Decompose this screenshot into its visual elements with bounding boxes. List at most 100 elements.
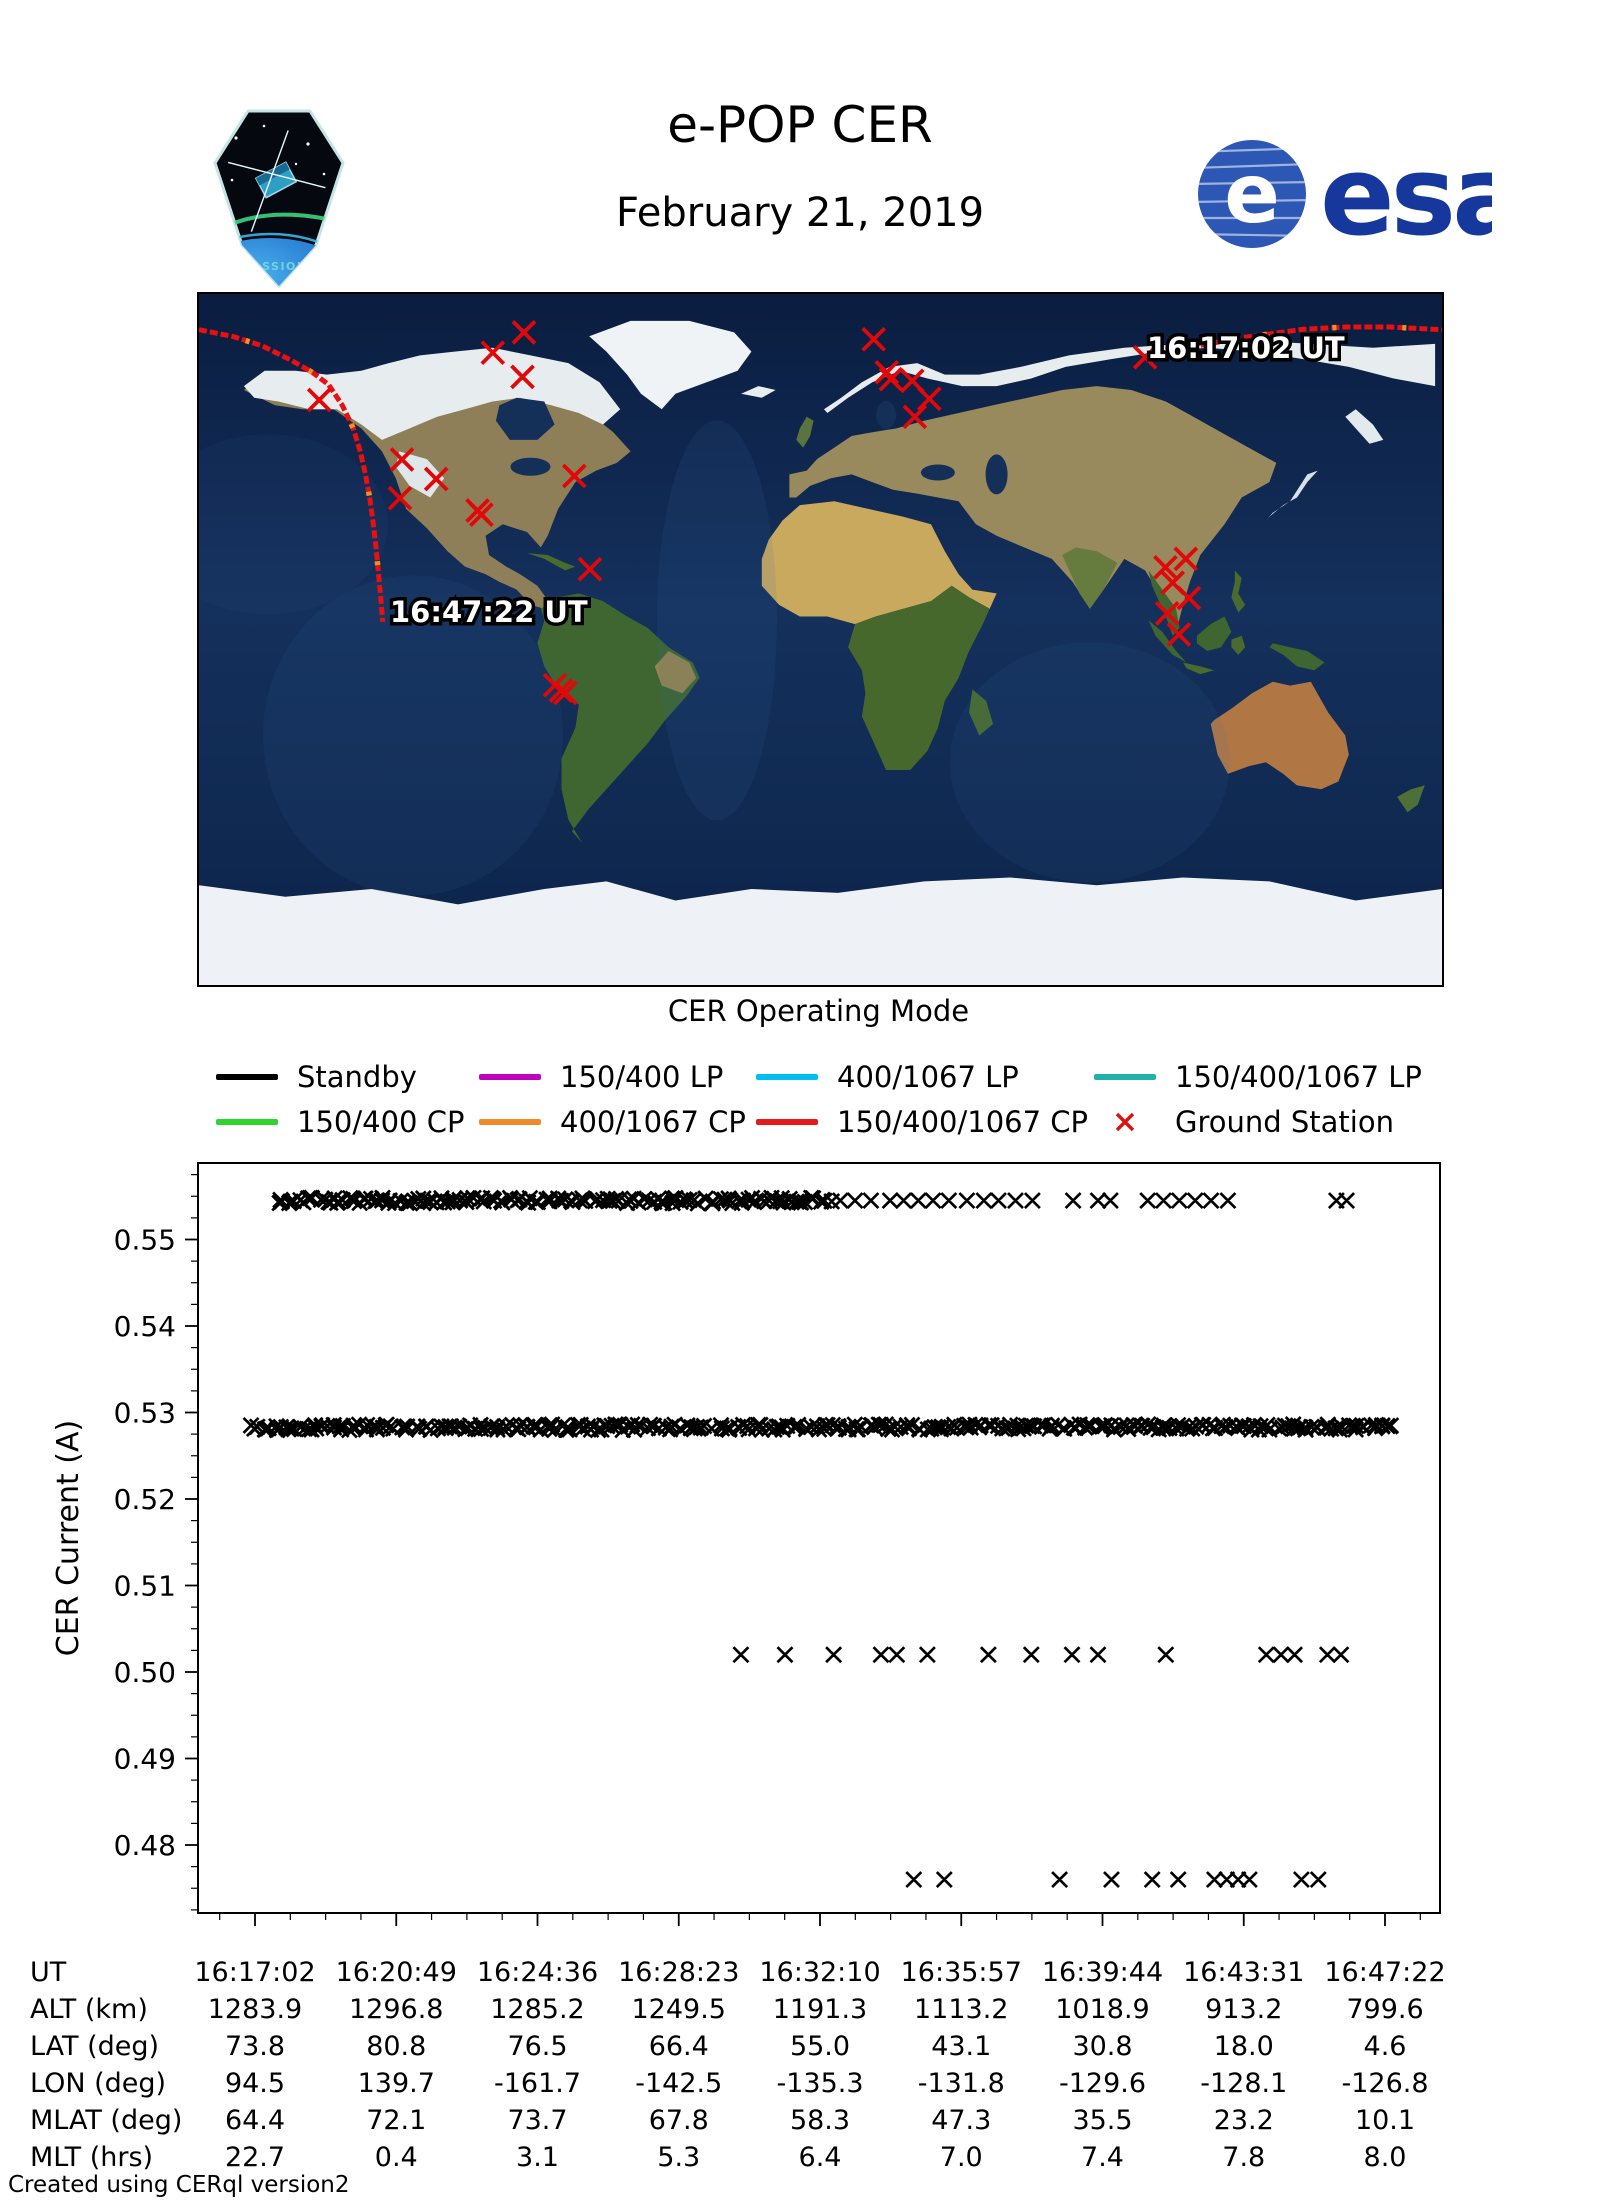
table-cell: 35.5: [1072, 2105, 1133, 2136]
table-cell: 3.1: [516, 2142, 559, 2173]
table-cell: -161.7: [493, 2068, 582, 2099]
table-cell: 8.0: [1363, 2142, 1407, 2173]
ground-station-x-icon: [1093, 1110, 1157, 1134]
table-row-label: ALT (km): [30, 1994, 148, 2025]
table-cell: 10.1: [1354, 2105, 1416, 2136]
esa-wordmark: esa: [1320, 132, 1492, 260]
table-cell: 7.4: [1081, 2142, 1124, 2173]
table-cell: 913.2: [1205, 1994, 1283, 2025]
current-band-0.5283: [242, 1416, 1400, 1439]
legend-swatch: [1093, 1065, 1157, 1089]
legend-title: CER Operating Mode: [667, 994, 970, 1028]
table-cell: 73.7: [507, 2105, 568, 2136]
table-cell: 76.5: [507, 2031, 568, 2062]
table-cell: 18.0: [1213, 2031, 1274, 2062]
table-cell: 1018.9: [1055, 1994, 1150, 2025]
legend-item-standby: Standby: [215, 1056, 417, 1098]
legend-item-150-400-cp: 150/400 CP: [215, 1101, 464, 1143]
y-axis-label: CER Current (A): [51, 1420, 86, 1656]
legend-swatch: [215, 1065, 279, 1089]
table-cell: -129.6: [1058, 2068, 1147, 2099]
table-cell: 7.0: [939, 2142, 983, 2173]
y-tick-label: 0.51: [114, 1570, 176, 1603]
table-cell: -126.8: [1341, 2068, 1429, 2099]
footer-credit: Created using CERql version2: [8, 2172, 350, 2198]
table-cell: 55.0: [789, 2031, 851, 2062]
legend-swatch: [755, 1110, 819, 1134]
table-cell: 67.8: [648, 2105, 709, 2136]
y-tick-label: 0.49: [114, 1743, 176, 1776]
table-cell: -128.1: [1200, 2068, 1288, 2099]
y-tick-label: 0.52: [114, 1483, 176, 1516]
legend-label: Ground Station: [1175, 1105, 1394, 1139]
table-cell: 72.1: [366, 2105, 427, 2136]
table-cell: 94.5: [224, 2068, 286, 2099]
legend-swatch: [478, 1110, 542, 1134]
page-title: e-POP CER: [667, 96, 933, 154]
legend-label: 150/400/1067 LP: [1175, 1060, 1422, 1094]
legend-label: Standby: [297, 1060, 417, 1094]
legend-item-400-1067-cp: 400/1067 CP: [478, 1101, 746, 1143]
y-tick-label: 0.54: [114, 1310, 176, 1343]
legend-swatch: [215, 1110, 279, 1134]
table-cell: 80.8: [366, 2031, 427, 2062]
legend-label: 400/1067 LP: [837, 1060, 1019, 1094]
table-cell: 799.6: [1346, 1994, 1424, 2025]
table-cell: 1191.3: [772, 1994, 868, 2025]
table-cell: -135.3: [776, 2068, 864, 2099]
table-cell: 1285.2: [490, 1994, 585, 2025]
legend-label: 150/400 LP: [560, 1060, 724, 1094]
page-subtitle: February 21, 2019: [615, 190, 985, 236]
table-row-label: MLT (hrs): [30, 2142, 154, 2173]
table-cell: 30.8: [1072, 2031, 1133, 2062]
table-cell: 1249.5: [631, 1994, 726, 2025]
y-tick-label: 0.55: [114, 1224, 176, 1257]
table-cell: 66.4: [648, 2031, 709, 2062]
table-cell: 1296.8: [349, 1994, 444, 2025]
ground-station-markers: [306, 320, 1202, 706]
table-cell: 7.8: [1222, 2142, 1266, 2173]
current-level-0.476: [905, 1871, 1327, 1889]
current-band-0.5545: [271, 1189, 1356, 1212]
table-row-label: LAT (deg): [30, 2031, 160, 2062]
table-cell: 23.2: [1213, 2105, 1274, 2136]
track-start-time-label: 16:17:02 UT: [1147, 331, 1345, 365]
table-row-label: MLAT (deg): [30, 2105, 183, 2136]
legend-label: 150/400/1067 CP: [837, 1105, 1089, 1139]
svg-text:e: e: [1224, 147, 1280, 242]
legend-swatch: [755, 1065, 819, 1089]
current-level-0.502: [732, 1646, 1350, 1664]
cassiope-mission-patch-icon: CASSIOPE: [212, 108, 346, 292]
table-cell: 58.3: [789, 2105, 851, 2136]
cassiope-patch-label: CASSIOPE: [243, 260, 316, 273]
satellite-ground-track: [199, 324, 1442, 623]
table-cell: 1283.9: [207, 1994, 303, 2025]
legend-item-ground-station: Ground Station: [1093, 1101, 1394, 1143]
table-cell: 139.7: [357, 2068, 435, 2099]
table-cell: 73.8: [224, 2031, 286, 2062]
plot-axes: 0.55 0.54 0.53 0.52 0.51 0.50 0.49 0.48: [114, 1162, 1441, 1926]
table-cell: 64.4: [224, 2105, 286, 2136]
y-tick-label: 0.53: [114, 1397, 176, 1430]
legend-item-150-400-1067-cp: 150/400/1067 CP: [755, 1101, 1088, 1143]
table-cell: 4.6: [1363, 2031, 1407, 2062]
legend-swatch: [478, 1065, 542, 1089]
plot-data-markers: [242, 1189, 1400, 1889]
continents: [199, 320, 1442, 985]
y-tick-label: 0.48: [114, 1829, 176, 1862]
legend-item-150-400-1067-lp: 150/400/1067 LP: [1093, 1056, 1422, 1098]
track-end-time-label: 16:47:22 UT: [390, 595, 588, 629]
table-cell: 6.4: [798, 2142, 842, 2173]
legend-label: 400/1067 CP: [560, 1105, 746, 1139]
legend-item-150-400-lp: 150/400 LP: [478, 1056, 723, 1098]
table-cell: -131.8: [917, 2068, 1005, 2099]
table-cell: 22.7: [224, 2142, 286, 2173]
table-cell: 43.1: [931, 2031, 992, 2062]
world-map-panel: 16:17:02 UT 16:47:22 UT: [197, 292, 1444, 987]
table-row-label: LON (deg): [30, 2068, 167, 2099]
legend-item-400-1067-lp: 400/1067 LP: [755, 1056, 1019, 1098]
table-cell: 1113.2: [914, 1994, 1009, 2025]
esa-logo-icon: e esa: [1192, 126, 1526, 266]
table-cell: 0.4: [374, 2142, 418, 2173]
